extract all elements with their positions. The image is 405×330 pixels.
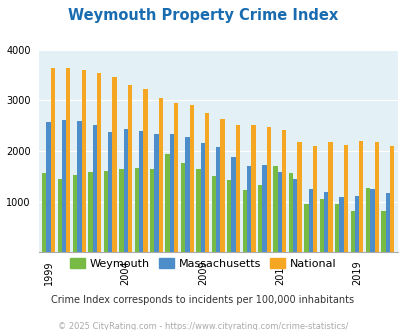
Bar [281,130,286,252]
Bar [334,204,339,252]
Bar [134,168,139,252]
Bar [128,85,132,252]
Bar [165,153,169,252]
Bar [389,146,393,252]
Bar [369,189,374,252]
Bar [215,147,220,252]
Bar [181,163,185,252]
Bar [374,142,378,252]
Bar [104,171,108,252]
Bar [205,113,209,252]
Bar [112,78,117,252]
Bar [158,98,163,252]
Bar [235,125,239,252]
Bar [319,199,323,252]
Bar [97,73,101,252]
Bar [220,118,224,252]
Bar [150,169,154,252]
Bar [262,165,266,252]
Bar [358,141,362,252]
Bar [227,180,231,252]
Bar [62,119,66,252]
Bar [297,142,301,252]
Bar [312,146,316,252]
Text: © 2025 CityRating.com - https://www.cityrating.com/crime-statistics/: © 2025 CityRating.com - https://www.city… [58,322,347,330]
Bar [154,134,158,252]
Bar [42,173,46,252]
Bar [77,121,81,252]
Bar [185,137,189,252]
Bar [231,157,235,252]
Bar [242,190,246,252]
Bar [246,166,251,252]
Bar [288,173,292,252]
Bar [385,193,389,252]
Bar [323,192,328,252]
Bar [257,185,262,252]
Bar [73,175,77,252]
Bar [266,127,270,252]
Bar [339,197,343,252]
Bar [303,204,308,252]
Bar [189,105,193,252]
Bar [46,121,51,252]
Bar [66,68,70,252]
Bar [108,132,112,252]
Bar [51,68,55,252]
Bar [169,134,174,252]
Bar [350,211,354,252]
Bar [92,125,97,252]
Bar [58,179,62,252]
Bar [354,196,358,252]
Bar [211,176,215,252]
Bar [380,211,385,252]
Bar [143,89,147,252]
Bar [123,129,128,252]
Bar [196,169,200,252]
Bar [139,131,143,252]
Legend: Weymouth, Massachusetts, National: Weymouth, Massachusetts, National [65,254,340,273]
Bar [174,103,178,252]
Bar [88,172,92,252]
Bar [251,125,255,252]
Text: Crime Index corresponds to incidents per 100,000 inhabitants: Crime Index corresponds to incidents per… [51,295,354,305]
Bar [292,179,297,252]
Bar [308,188,312,252]
Bar [81,70,86,252]
Bar [200,143,205,252]
Bar [119,169,123,252]
Bar [277,172,281,252]
Bar [343,146,347,252]
Bar [273,166,277,252]
Text: Weymouth Property Crime Index: Weymouth Property Crime Index [68,8,337,23]
Bar [365,188,369,252]
Bar [328,142,332,252]
